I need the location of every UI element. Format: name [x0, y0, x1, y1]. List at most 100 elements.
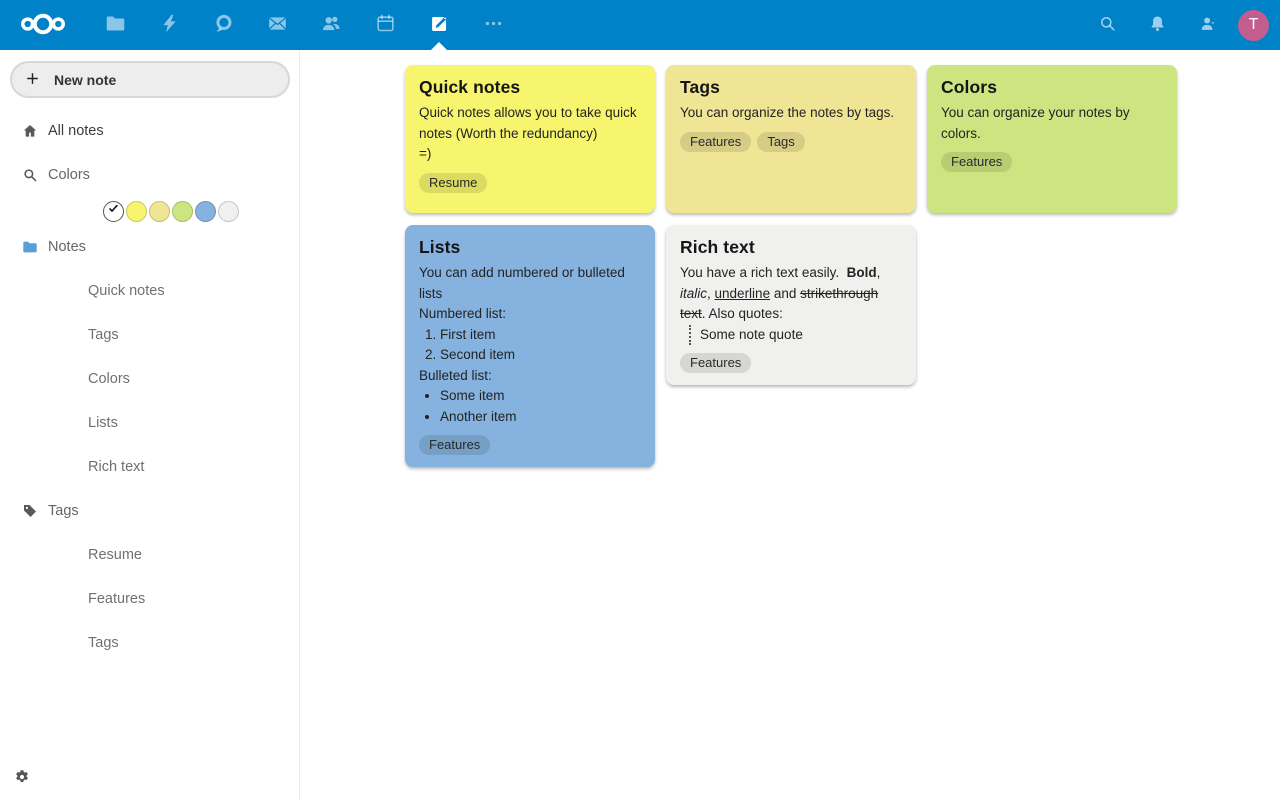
- note-text-run: Numbered list:: [419, 306, 507, 321]
- sidebar-child-features[interactable]: Features: [0, 577, 299, 621]
- note-tag-pill: Features: [680, 353, 752, 373]
- note-card-lists[interactable]: Lists You can add numbered or bulleted li…: [405, 225, 655, 467]
- note-paragraph: Numbered list:: [419, 304, 641, 325]
- topbar-right: T: [1082, 0, 1280, 50]
- app-contacts-button[interactable]: [304, 0, 358, 50]
- app-more-apps-button[interactable]: [466, 0, 520, 50]
- more-icon: [483, 13, 504, 37]
- sidebar-child-colors[interactable]: Colors: [0, 357, 299, 401]
- note-text-run: You have a rich text easily.: [680, 265, 847, 280]
- sidebar-child-rich-text[interactable]: Rich text: [0, 445, 299, 489]
- sidebar-item-label: All notes: [48, 123, 104, 139]
- note-paragraph: =): [419, 144, 641, 165]
- note-text-run: You can organize your notes by colors.: [941, 105, 1130, 141]
- note-text-run: Bold: [846, 265, 877, 280]
- color-filter-swatch[interactable]: [126, 200, 147, 222]
- app-menu: [88, 0, 520, 50]
- home-icon: [22, 123, 38, 139]
- folder-icon: [105, 13, 126, 37]
- note-column: Quick notes Quick notes allows you to tak…: [405, 65, 655, 467]
- note-numbered-list: First itemSecond item: [419, 325, 641, 366]
- notifications-button[interactable]: [1132, 0, 1182, 50]
- note-title: Rich text: [680, 237, 755, 257]
- sidebar-child-tags[interactable]: Tags: [0, 621, 299, 665]
- sidebar-child-label: Lists: [88, 415, 118, 431]
- sidebar-child-tags[interactable]: Tags: [0, 313, 299, 357]
- color-filter-swatch[interactable]: [149, 200, 170, 222]
- top-bar: T: [0, 0, 1280, 50]
- user-avatar[interactable]: T: [1238, 9, 1269, 41]
- note-paragraph: You can add numbered or bulleted lists: [419, 263, 641, 304]
- note-text-run: ,: [707, 285, 715, 301]
- lightning-icon: [159, 13, 180, 37]
- app-files-button[interactable]: [88, 0, 142, 50]
- note-tags: Features: [419, 427, 641, 455]
- sidebar-section-notes[interactable]: Notes: [0, 225, 299, 269]
- sidebar-child-label: Quick notes: [88, 283, 165, 299]
- user-icon: [1198, 14, 1217, 36]
- note-blockquote: Some note quote: [689, 324, 902, 345]
- notes-icon: [429, 13, 450, 37]
- note-text-run: Bulleted list:: [419, 367, 492, 383]
- sidebar-child-resume[interactable]: Resume: [0, 533, 299, 577]
- sidebar-item-colors[interactable]: Colors: [0, 153, 299, 197]
- note-body: You can organize your notes by colors.: [941, 103, 1163, 144]
- note-paragraph: Quick notes allows you to take quick not…: [419, 103, 641, 144]
- note-title: Tags: [680, 77, 720, 97]
- note-card-rich-text[interactable]: Rich text You have a rich text easily. Bo…: [666, 225, 916, 385]
- sidebar-child-label: Colors: [88, 371, 130, 387]
- note-tags: Features: [680, 345, 902, 373]
- sidebar-child-lists[interactable]: Lists: [0, 401, 299, 445]
- color-filter-all-swatch[interactable]: [103, 200, 124, 222]
- note-text-run: . Also quotes:: [701, 306, 783, 321]
- tag-icon: [22, 503, 38, 519]
- note-paragraph: You have a rich text easily. Bold, itali…: [680, 263, 902, 325]
- note-tags: Resume: [419, 165, 641, 193]
- new-note-button[interactable]: New note: [10, 61, 290, 98]
- note-body: Quick notes allows you to take quick not…: [419, 103, 641, 165]
- color-filter-swatch[interactable]: [218, 200, 239, 222]
- unified-search-button[interactable]: [1082, 0, 1132, 50]
- note-paragraph: You can organize your notes by colors.: [941, 103, 1163, 144]
- sidebar-child-label: Features: [88, 591, 146, 607]
- app-activity-button[interactable]: [142, 0, 196, 50]
- settings-button[interactable]: [13, 768, 31, 789]
- sidebar-section-tags[interactable]: Tags: [0, 489, 299, 533]
- magnify-icon: [22, 167, 38, 183]
- search-icon: [1098, 14, 1117, 36]
- note-tags: Features: [941, 144, 1163, 172]
- sidebar: New note All notes Colors Notes Quick notes…: [0, 50, 300, 800]
- app-calendar-button[interactable]: [358, 0, 412, 50]
- note-card-quick-notes[interactable]: Quick notes Quick notes allows you to tak…: [405, 65, 655, 213]
- nextcloud-logo[interactable]: [14, 11, 72, 40]
- note-paragraph: Bulleted list:: [419, 366, 641, 387]
- note-column: Tags You can organize the notes by tags. F…: [666, 65, 916, 385]
- note-text-run: and: [770, 285, 801, 301]
- note-paragraph: You can organize the notes by tags.: [680, 103, 902, 124]
- note-text-run: You can add numbered or bulleted lists: [419, 265, 625, 301]
- sidebar-child-label: Tags: [88, 635, 119, 651]
- app-talk-button[interactable]: [196, 0, 250, 50]
- note-body: You can add numbered or bulleted lists Nu…: [419, 263, 641, 427]
- sidebar-item-all-notes[interactable]: All notes: [0, 109, 299, 153]
- sidebar-child-label: Tags: [88, 327, 119, 343]
- note-card-tags[interactable]: Tags You can organize the notes by tags. F…: [666, 65, 916, 213]
- note-tags: Features Tags: [680, 124, 902, 152]
- nextcloud-logo-icon: [14, 11, 72, 40]
- note-tag-pill: Tags: [757, 131, 805, 152]
- note-text-run: italic: [680, 285, 708, 301]
- app-mail-button[interactable]: [250, 0, 304, 50]
- app-notes-button[interactable]: [412, 0, 466, 50]
- note-list-item: Another item: [440, 407, 641, 428]
- notes-grid: Quick notes Quick notes allows you to tak…: [300, 50, 1280, 800]
- color-filter-swatch[interactable]: [172, 200, 193, 222]
- note-card-colors[interactable]: Colors You can organize your notes by col…: [927, 65, 1177, 213]
- color-filter-swatch[interactable]: [195, 200, 216, 222]
- sidebar-section-label: Tags: [48, 503, 79, 519]
- note-text-run: =): [419, 146, 432, 161]
- sidebar-child-quick-notes[interactable]: Quick notes: [0, 269, 299, 313]
- note-list-item: Some item: [440, 386, 641, 407]
- note-tag-pill: Resume: [419, 172, 488, 193]
- sidebar-child-label: Rich text: [88, 459, 145, 475]
- contacts-menu-button[interactable]: [1182, 0, 1232, 50]
